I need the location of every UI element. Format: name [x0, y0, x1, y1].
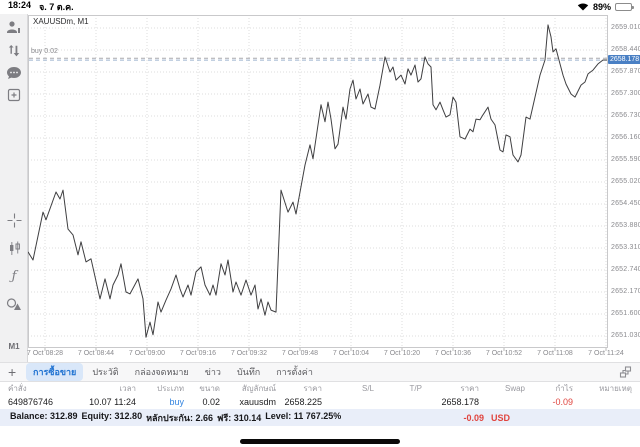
y-axis-tick: 2653.310	[611, 243, 640, 251]
order-cell: 2658.178	[441, 396, 479, 407]
y-axis-tick: 2656.160	[611, 133, 640, 141]
chat-icon[interactable]	[0, 63, 28, 83]
order-cell: 0.02	[202, 396, 220, 407]
x-axis-tick: 7 Oct 09:48	[281, 350, 319, 357]
x-axis-tick: 7 Oct 10:36	[434, 350, 472, 357]
y-axis-tick: 2652.740	[611, 265, 640, 273]
profit-value: -0.09	[463, 412, 484, 423]
wifi-icon	[577, 2, 589, 13]
add-order-button[interactable]: +	[8, 364, 17, 380]
x-axis-tick: 7 Oct 09:00	[128, 350, 166, 357]
current-price-tag: 2658.178	[608, 55, 640, 65]
tab-1[interactable]: ประวัติ	[92, 367, 119, 377]
summary-item: หลักประกัน: 2.66	[146, 412, 213, 423]
summary-item: ฟรี: 310.14	[216, 412, 262, 423]
order-cell: 649876746	[8, 396, 54, 407]
tab-5[interactable]: การตั้งค่า	[276, 367, 313, 377]
network-icon[interactable]	[619, 366, 632, 378]
column-header[interactable]: สัญลักษณ์	[241, 383, 276, 393]
x-axis-tick: 7 Oct 09:16	[179, 350, 217, 357]
chart-panel[interactable]: XAUUSDm, M1 buy 0.02 2659.010 2658.440 265…	[27, 14, 640, 362]
status-bar: 18:24 จ. 7 ต.ค. 89%	[0, 0, 640, 14]
price-chart[interactable]	[28, 14, 608, 362]
column-header[interactable]: S/L	[361, 383, 374, 393]
floating-profit: -0.09 USD	[463, 413, 630, 423]
x-axis-tick: 7 Oct 11:24	[588, 350, 624, 357]
accounts-icon[interactable]	[0, 17, 28, 37]
clock: 18:24	[8, 0, 32, 10]
y-axis-tick: 2659.010	[611, 23, 640, 31]
status-date: จ. 7 ต.ค.	[39, 2, 74, 12]
x-axis-tick: 7 Oct 11:08	[537, 350, 573, 357]
column-header[interactable]: T/P	[409, 383, 422, 393]
order-cell: -0.09	[552, 396, 573, 407]
x-axis-tick: 7 Oct 10:52	[485, 350, 523, 357]
y-axis-tick: 2655.590	[611, 155, 640, 163]
account-summary-bar: Balance: 312.89 Equity: 312.80 หลักประกัน:…	[0, 409, 640, 426]
summary-item: Equity: 312.80	[81, 410, 143, 421]
order-cell: 10.07 11:24	[89, 396, 136, 407]
y-axis-tick: 2656.730	[611, 111, 640, 119]
column-header[interactable]: ประเภท	[157, 383, 184, 393]
column-header[interactable]: เวลา	[119, 383, 136, 393]
crosshair-icon[interactable]	[0, 210, 28, 230]
indicators-icon[interactable]: ƒ	[11, 268, 17, 284]
tab-0[interactable]: การซื้อขาย	[26, 363, 84, 381]
tab-4[interactable]: บันทึก	[236, 367, 261, 377]
x-axis-tick: 7 Oct 10:04	[332, 350, 370, 357]
x-axis-tick: 7 Oct 09:32	[230, 350, 268, 357]
y-axis-tick: 2652.170	[611, 287, 640, 295]
timeframe-button[interactable]: M1	[8, 342, 20, 351]
y-axis-tick: 2655.020	[611, 177, 640, 185]
tab-3[interactable]: ข่าว	[204, 367, 221, 377]
order-cell: xauusdm	[239, 396, 276, 407]
profit-currency: USD	[490, 412, 510, 423]
y-axis-tick: 2651.600	[611, 309, 640, 317]
orders-table-header: คำสั่ง เวลา ประเภท ขนาด สัญลักษณ์ ราคา S/L T/P ร…	[0, 382, 640, 394]
order-cell: buy	[169, 396, 184, 407]
orders-table: คำสั่ง เวลา ประเภท ขนาด สัญลักษณ์ ราคา S/L T/P ร…	[0, 382, 640, 409]
column-header[interactable]: คำสั่ง	[8, 383, 27, 393]
column-header[interactable]: ราคา	[303, 383, 322, 393]
home-indicator[interactable]	[240, 439, 400, 444]
summary-item: Balance: 312.89	[10, 410, 78, 421]
y-axis-tick: 2657.870	[611, 67, 640, 75]
chart-symbol-label: XAUUSDm, M1	[33, 17, 89, 26]
trade-icon[interactable]	[0, 41, 28, 61]
left-toolbar: ƒ M1	[0, 14, 28, 362]
y-axis-tick: 2657.300	[611, 89, 640, 97]
x-axis-tick: 7 Oct 08:44	[77, 350, 115, 357]
battery-icon	[615, 3, 634, 11]
column-header[interactable]: กำไร	[555, 383, 573, 393]
candles-icon[interactable]	[0, 238, 28, 258]
bottom-tab-bar: + การซื้อขาย ประวัติ กล่องจดหมาย ข่าว บันทึก…	[0, 362, 640, 382]
new-order-icon[interactable]	[0, 85, 28, 105]
y-axis-tick: 2653.880	[611, 221, 640, 229]
x-axis-tick: 7 Oct 08:28	[26, 350, 64, 357]
y-axis-tick: 2658.440	[611, 45, 640, 53]
buy-position-label: buy 0.02	[31, 48, 58, 56]
x-axis-tick: 7 Oct 10:20	[383, 350, 421, 357]
y-axis-tick: 2654.450	[611, 199, 640, 207]
column-header[interactable]: ราคา	[460, 383, 479, 393]
price-axis: 2659.010 2658.440 2657.870 2657.300 2656.730…	[608, 14, 640, 348]
column-header[interactable]: Swap	[504, 383, 525, 393]
order-row[interactable]: 649876746 10.07 11:24 buy 0.02 xauusdm 2658.2…	[0, 394, 640, 409]
column-header[interactable]: หมายเหตุ	[599, 383, 632, 393]
battery-percent: 89%	[592, 2, 611, 12]
tab-2[interactable]: กล่องจดหมาย	[134, 367, 189, 377]
order-cell: 2658.225	[284, 396, 322, 407]
objects-icon[interactable]	[0, 294, 28, 314]
y-axis-tick: 2651.030	[611, 331, 640, 339]
summary-item: Level: 11 767.25%	[265, 410, 342, 421]
column-header[interactable]: ขนาด	[199, 383, 220, 393]
time-axis: 7 Oct 08:28 7 Oct 08:44 7 Oct 09:00 7 Oct 0…	[27, 348, 624, 362]
price-line	[28, 24, 607, 338]
